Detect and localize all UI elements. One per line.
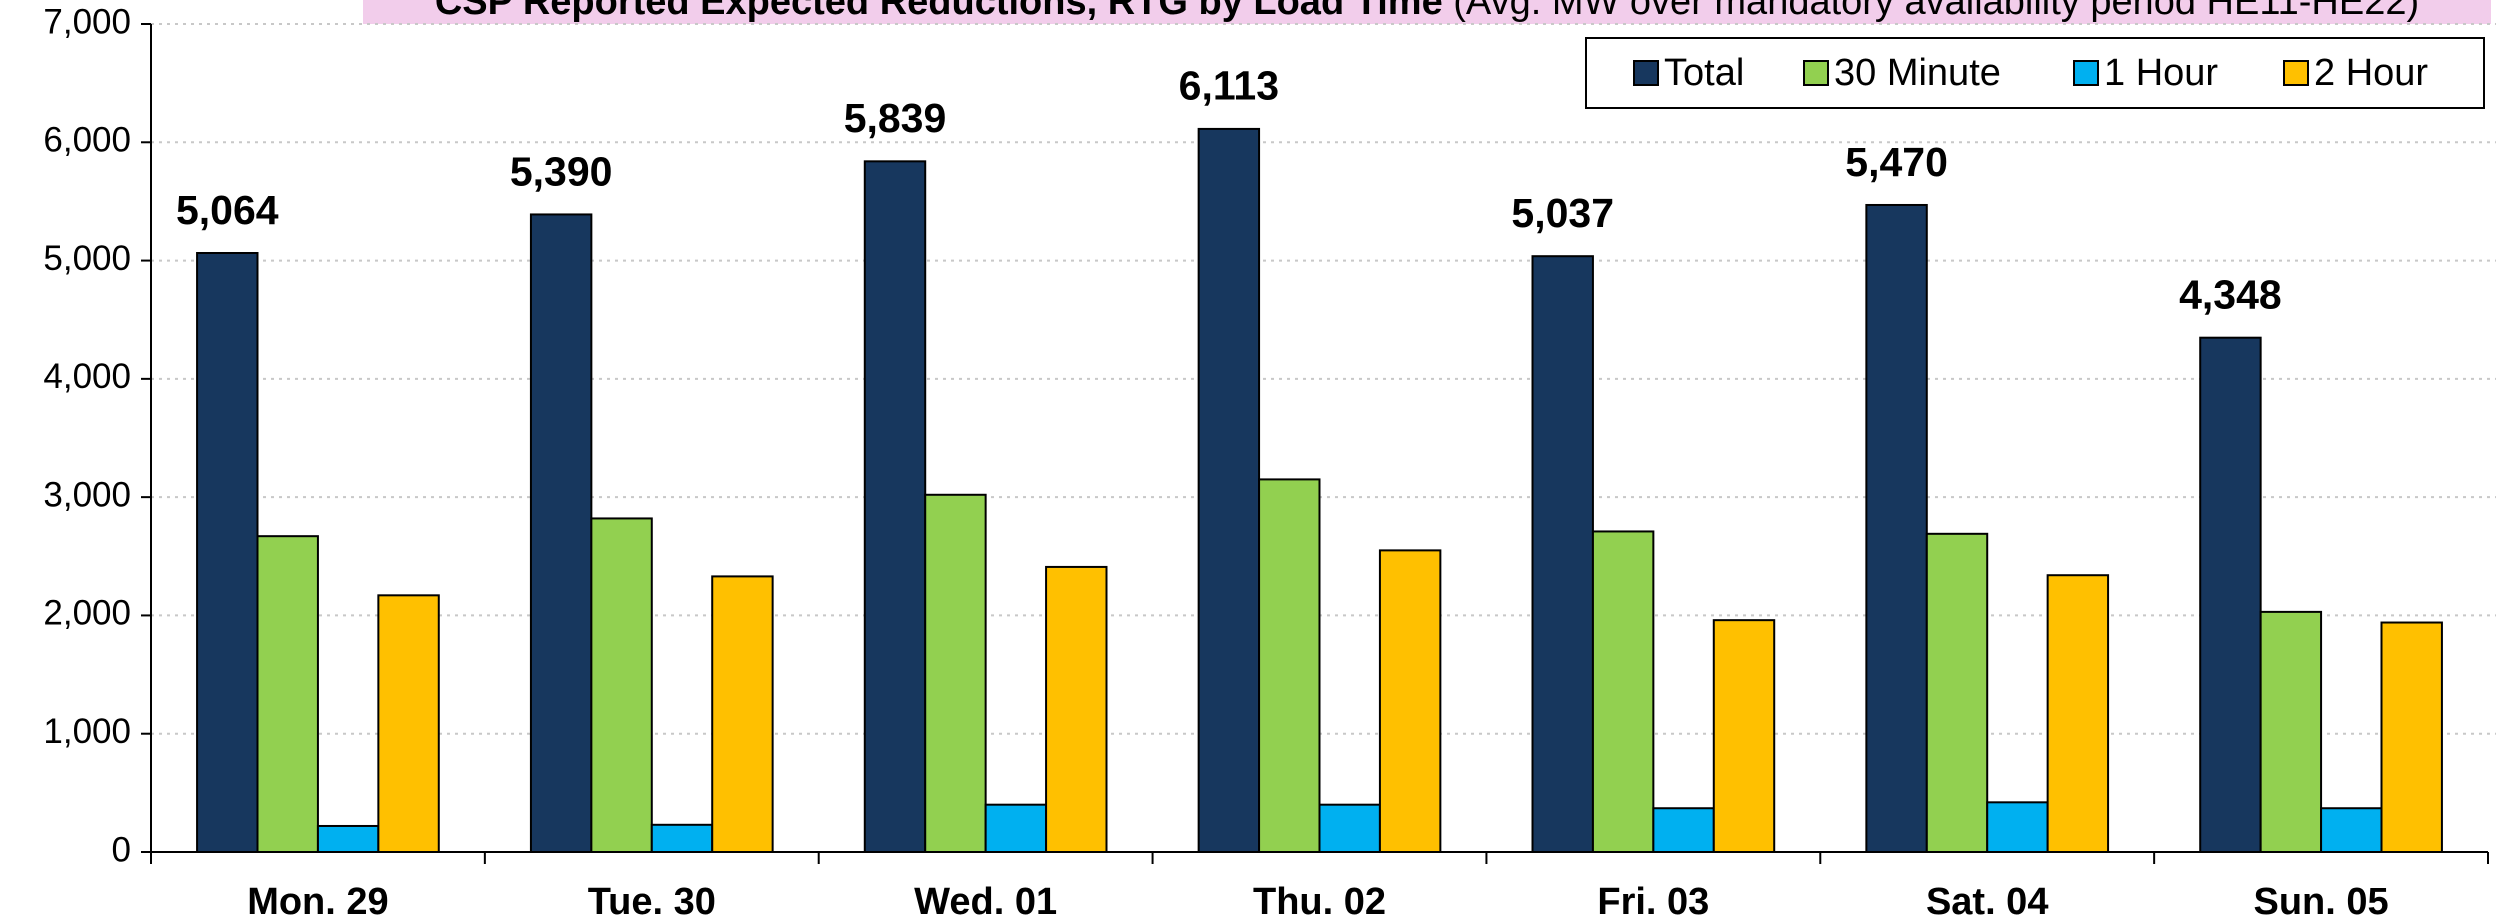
value-label: 5,839 — [844, 95, 947, 141]
x-tick-label: Thu. 02 — [1253, 881, 1386, 923]
y-tick-label: 1,000 — [43, 712, 131, 751]
bar — [1986, 801, 2049, 854]
x-tick-label: Sat. 04 — [1926, 881, 2049, 923]
bar — [1045, 565, 1108, 854]
value-label: 5,470 — [1845, 139, 1948, 185]
bar — [984, 803, 1048, 854]
value-label: 5,390 — [510, 148, 613, 194]
value-label: 5,064 — [176, 187, 279, 233]
legend-label: Total — [1664, 52, 1744, 94]
bar — [1591, 530, 1655, 854]
x-tick-label: Sun. 05 — [2253, 881, 2388, 923]
y-tick-label: 5,000 — [43, 239, 131, 278]
bar — [316, 824, 380, 854]
x-tick-label: Fri. 03 — [1597, 881, 1709, 923]
legend-label: 1 Hour — [2104, 52, 2218, 94]
y-tick-label: 0 — [112, 830, 131, 869]
bar — [1865, 203, 1928, 853]
bar — [377, 594, 440, 853]
title-box — [363, 0, 2491, 24]
bar — [1258, 478, 1321, 853]
bar — [2259, 610, 2323, 853]
value-label: 5,037 — [1511, 190, 1614, 236]
legend-swatch — [2073, 60, 2099, 86]
bar — [529, 213, 593, 853]
bar — [1652, 807, 1715, 854]
bar — [256, 535, 319, 853]
y-tick-label: 4,000 — [43, 357, 131, 396]
bar — [650, 823, 714, 854]
value-label: 6,113 — [1179, 63, 1279, 109]
x-tick-label: Mon. 29 — [247, 881, 388, 923]
bar — [1531, 255, 1594, 853]
legend-box — [1585, 37, 2485, 109]
bar — [1712, 619, 1776, 853]
bar — [1197, 127, 1261, 853]
value-label: 4,348 — [2179, 272, 2282, 318]
bar — [1378, 549, 1442, 853]
bar — [2046, 574, 2110, 853]
x-tick-label: Tue. 30 — [588, 881, 716, 923]
bar — [590, 517, 653, 853]
bar — [2320, 807, 2383, 854]
y-tick-label: 3,000 — [43, 475, 131, 514]
bar — [2380, 621, 2443, 853]
bar — [863, 160, 927, 853]
bar — [711, 575, 774, 853]
bar — [2199, 336, 2262, 853]
y-tick-label: 2,000 — [43, 594, 131, 633]
bar — [1925, 532, 1989, 853]
legend-label: 30 Minute — [1834, 52, 2001, 94]
chart-title: CSP Reported Expected Reductions, RTG by… — [435, 0, 2419, 23]
legend-swatch — [1803, 60, 1829, 86]
legend: Total 30 Minute 1 Hour 2 Hour — [1585, 37, 2485, 109]
title-sub: (Avg. MW over mandatory availability per… — [1453, 0, 2419, 23]
y-tick-label: 7,000 — [43, 2, 131, 41]
bar — [1318, 803, 1381, 854]
bar — [924, 493, 987, 853]
bar — [196, 252, 259, 853]
legend-swatch — [2283, 60, 2309, 86]
legend-label: 2 Hour — [2314, 52, 2428, 94]
legend-swatch — [1633, 60, 1659, 86]
title-main: CSP Reported Expected Reductions, RTG by… — [435, 0, 1443, 23]
y-tick-label: 6,000 — [43, 121, 131, 160]
x-tick-label: Wed. 01 — [914, 881, 1057, 923]
